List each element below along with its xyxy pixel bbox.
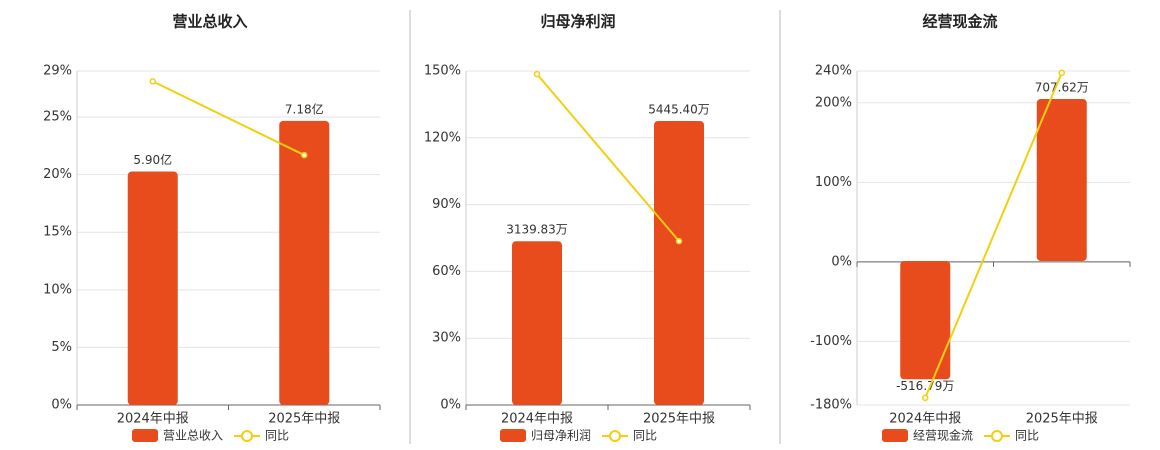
line-marker bbox=[675, 237, 683, 245]
y-tick-label: 5% bbox=[51, 340, 72, 355]
y-tick-label: 10% bbox=[43, 282, 72, 297]
value-label: 707.62万 bbox=[1035, 81, 1089, 95]
legend-label: 营业总收入 bbox=[163, 429, 223, 443]
legend-label: 同比 bbox=[265, 429, 289, 443]
y-tick-label: 0% bbox=[440, 398, 461, 413]
y-tick-label: 29% bbox=[43, 64, 72, 79]
bar bbox=[279, 120, 330, 406]
y-tick-label: 240% bbox=[815, 64, 852, 79]
value-label: 5445.40万 bbox=[648, 102, 710, 116]
value-label: 7.18亿 bbox=[285, 101, 324, 116]
line-marker bbox=[301, 151, 308, 159]
line bbox=[152, 80, 305, 156]
legend-label: 经营现金流 bbox=[913, 428, 973, 443]
y-tick-label: 200% bbox=[815, 95, 852, 110]
legend-swatch bbox=[132, 429, 158, 442]
legend-swatch bbox=[991, 430, 1003, 442]
legend-swatch bbox=[609, 430, 621, 442]
x-tick-label: 2025年中报 bbox=[643, 412, 715, 427]
legend-swatch bbox=[500, 429, 526, 442]
line bbox=[924, 72, 1063, 399]
line-marker bbox=[149, 78, 156, 85]
bar bbox=[127, 171, 178, 405]
legend-label: 同比 bbox=[1015, 429, 1039, 443]
x-tick-label: 2025年中报 bbox=[1026, 412, 1098, 427]
y-tick-label: -180% bbox=[810, 398, 852, 413]
y-tick-label: 30% bbox=[432, 331, 461, 346]
x-tick-label: 2024年中报 bbox=[501, 412, 573, 427]
chart-title: 经营现金流 bbox=[922, 13, 997, 31]
y-tick-label: 15% bbox=[43, 225, 72, 240]
y-tick-label: 60% bbox=[432, 264, 461, 279]
x-tick-label: 2024年中报 bbox=[889, 412, 961, 427]
chart-title: 营业总收入 bbox=[172, 13, 247, 31]
bar bbox=[512, 241, 562, 405]
x-tick-label: 2024年中报 bbox=[117, 412, 189, 427]
bar bbox=[654, 120, 704, 405]
value-label: 5.90亿 bbox=[133, 152, 172, 167]
y-tick-label: -100% bbox=[810, 334, 852, 349]
line-marker bbox=[922, 394, 929, 402]
y-tick-label: 0% bbox=[51, 398, 72, 413]
legend-swatch bbox=[882, 429, 908, 442]
legend-swatch bbox=[241, 430, 253, 442]
line bbox=[536, 73, 680, 242]
y-tick-label: 120% bbox=[424, 130, 461, 145]
bar bbox=[900, 261, 951, 380]
y-tick-label: 100% bbox=[815, 175, 852, 190]
y-tick-label: 20% bbox=[43, 167, 72, 182]
bar bbox=[1036, 99, 1087, 262]
y-tick-label: 25% bbox=[43, 110, 72, 125]
value-label: -516.79万 bbox=[896, 379, 954, 393]
x-tick-label: 2025年中报 bbox=[268, 412, 340, 427]
legend-label: 同比 bbox=[633, 429, 657, 443]
line-marker bbox=[533, 70, 541, 78]
y-tick-label: 150% bbox=[424, 64, 461, 79]
y-tick-label: 0% bbox=[831, 254, 852, 269]
value-label: 3139.83万 bbox=[506, 223, 568, 237]
line-marker bbox=[1058, 69, 1065, 77]
y-tick-label: 90% bbox=[432, 197, 461, 212]
legend-label: 归母净利润 bbox=[531, 429, 591, 443]
chart-title: 归母净利润 bbox=[540, 13, 615, 31]
